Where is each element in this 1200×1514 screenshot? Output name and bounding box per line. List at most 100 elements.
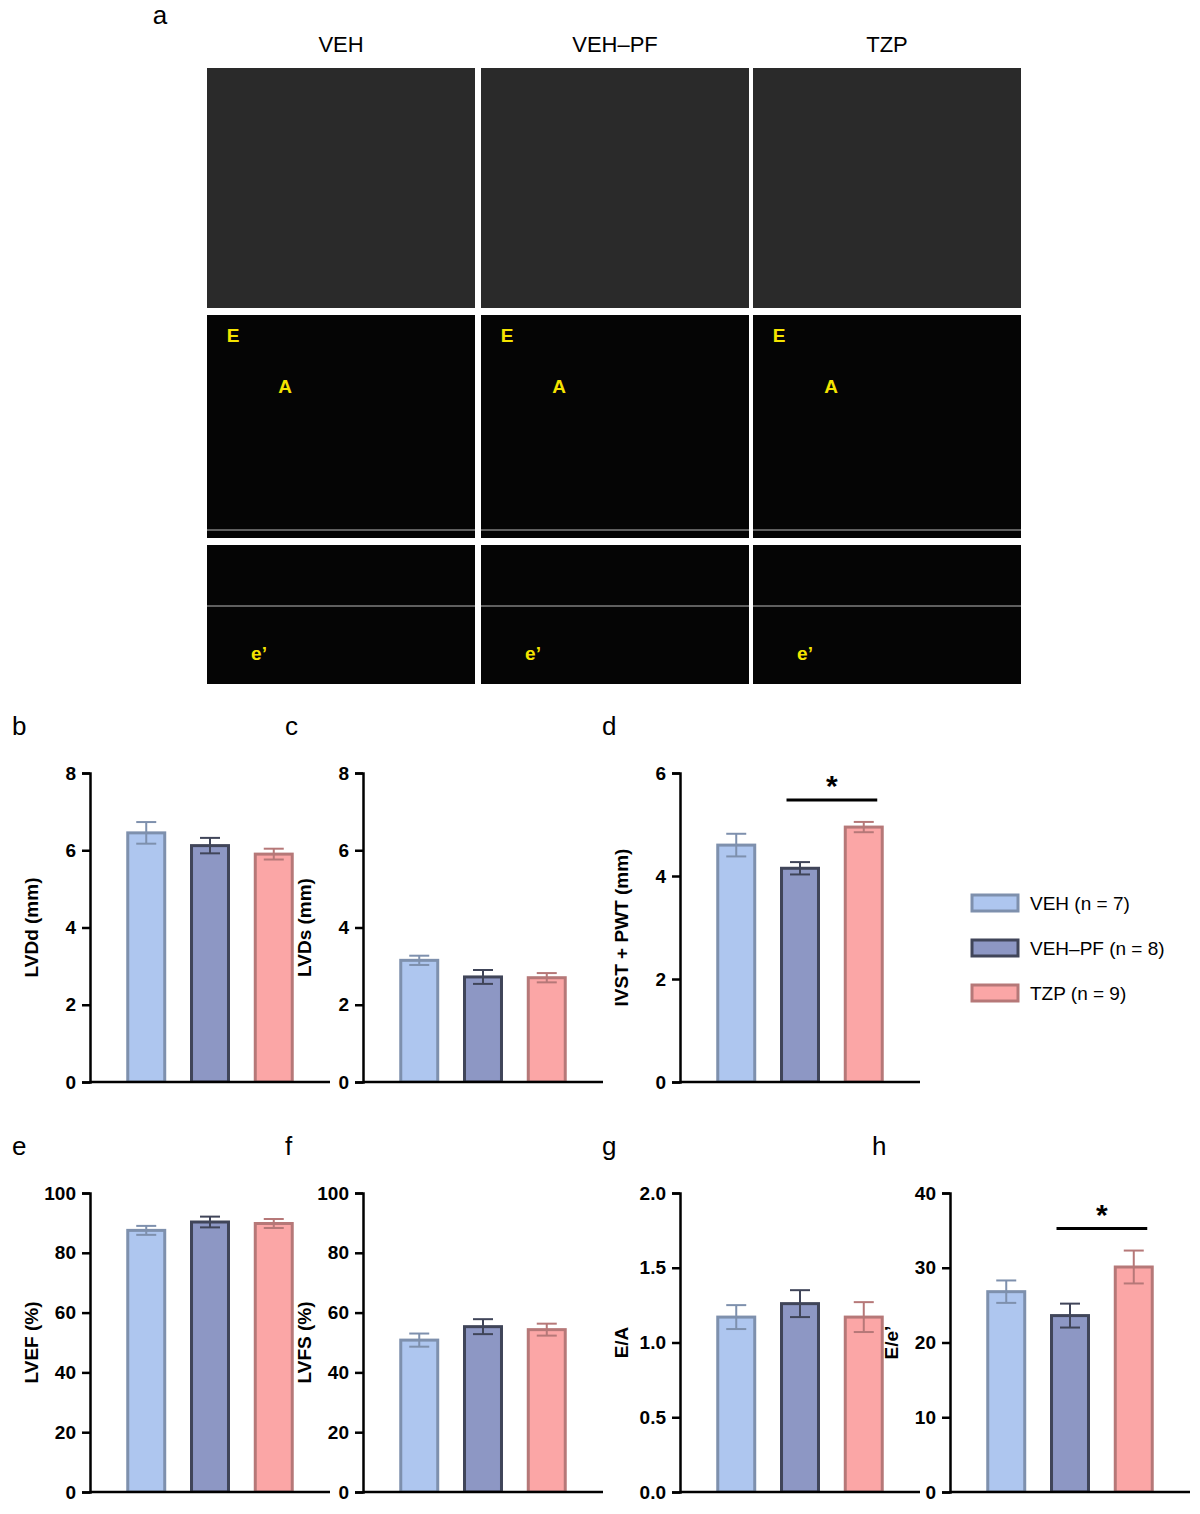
bar [782, 1304, 819, 1492]
error-cap [409, 1346, 429, 1348]
tick: 0 [925, 1482, 950, 1503]
error-stem [209, 1217, 211, 1228]
axis-line [672, 1194, 681, 1493]
x-axis-line [950, 1491, 1190, 1494]
tick-label: 6 [655, 763, 666, 784]
bar-chart: 02468LVDs (mm)c [285, 711, 603, 1093]
tick: 1.0 [640, 1332, 680, 1353]
error-stem [1133, 1251, 1135, 1284]
bar-chart: 010203040E/e’h* [872, 1131, 1190, 1503]
tick-mark [672, 1342, 680, 1345]
error-stem [418, 1334, 420, 1347]
tick: 6 [338, 840, 363, 861]
error-cap [854, 1301, 874, 1303]
error-stem [1005, 1280, 1007, 1302]
bar [1052, 1316, 1089, 1492]
legend: VEH (n = 7)VEH–PF (n = 8)TZP (n = 9) [972, 893, 1165, 1004]
error-cap [200, 1216, 220, 1218]
tick: 60 [328, 1302, 363, 1323]
image-baseline [481, 606, 749, 607]
bar [528, 1330, 565, 1492]
error-bar [409, 1334, 429, 1347]
y-axis: 020406080100 [317, 1183, 363, 1503]
image-baseline [753, 530, 1021, 531]
axis-line [355, 1194, 364, 1493]
bar [718, 1317, 755, 1492]
plot-area [128, 822, 292, 1082]
error-cap [1124, 1250, 1144, 1252]
error-bar [200, 1217, 220, 1228]
tick: 4 [338, 917, 363, 938]
tick-label: 60 [55, 1302, 76, 1323]
tick-mark [82, 1252, 90, 1255]
image-baseline [207, 606, 475, 607]
y-axis-title: E/A [611, 1326, 632, 1358]
tick: 80 [55, 1242, 90, 1263]
plot-area [401, 956, 565, 1082]
tick-label: 0.5 [640, 1407, 667, 1428]
y-axis-title: E/e’ [881, 1326, 902, 1360]
error-bar [854, 822, 874, 832]
tick-label: 0 [338, 1482, 349, 1503]
error-cap [790, 861, 810, 863]
tick: 0 [65, 1072, 90, 1093]
tick: 0 [338, 1072, 363, 1093]
legend-swatch [972, 895, 1018, 911]
bar [255, 1223, 292, 1492]
bar [128, 833, 165, 1082]
error-stem [1069, 1304, 1071, 1328]
tick: 6 [655, 763, 680, 784]
error-cap [726, 833, 746, 835]
tick-mark [82, 772, 90, 775]
y-axis-title: LVDs (mm) [294, 878, 315, 977]
bar-chart: 0246IVST + PWT (mm)d* [602, 711, 920, 1093]
bar [192, 846, 229, 1082]
image-baseline [481, 530, 749, 531]
echo-image [207, 68, 475, 308]
tick-label: 1.0 [640, 1332, 666, 1353]
legend-label: VEH (n = 7) [1030, 893, 1130, 914]
error-stem [546, 1324, 548, 1336]
legend-swatch [972, 985, 1018, 1001]
error-cap [136, 1225, 156, 1227]
error-cap [200, 1226, 220, 1228]
figure: aVEHEAe’VEH–PFEAe’TZPEAe’02468LVDd (mm)b… [0, 0, 1200, 1514]
error-cap [790, 1316, 810, 1318]
error-cap [726, 855, 746, 857]
wave-label: E [227, 325, 240, 346]
tick-label: 40 [915, 1183, 936, 1204]
y-axis: 02468 [65, 763, 90, 1093]
error-bar [264, 1219, 284, 1228]
panel-letter: d [602, 711, 616, 741]
y-axis-title: LVDd (mm) [21, 878, 42, 978]
tick-mark [672, 1081, 680, 1084]
error-bar [537, 973, 557, 982]
echo-image [481, 315, 749, 538]
tick-mark [942, 1491, 950, 1494]
legend-swatch [972, 940, 1018, 956]
error-cap [537, 981, 557, 983]
error-cap [264, 1218, 284, 1220]
plot-area [401, 1319, 565, 1492]
error-cap [409, 955, 429, 957]
x-axis-line [90, 1081, 330, 1084]
echo-image [753, 545, 1021, 684]
tick: 10 [915, 1407, 950, 1428]
tick-label: 4 [655, 866, 666, 887]
panel-letter: e [12, 1131, 26, 1161]
bar [128, 1230, 165, 1492]
legend-label: TZP (n = 9) [1030, 983, 1126, 1004]
tick: 20 [328, 1422, 363, 1443]
tick-label: 4 [65, 917, 76, 938]
y-axis-title: LVEF (%) [21, 1302, 42, 1384]
tick-mark [672, 978, 680, 981]
tick-mark [82, 1491, 90, 1494]
tick-mark [942, 1267, 950, 1270]
tick: 2.0 [640, 1183, 680, 1204]
wave-label: e’ [797, 643, 813, 664]
tick-label: 2.0 [640, 1183, 666, 1204]
image-baseline [207, 530, 475, 531]
echo-image [481, 545, 749, 684]
error-stem [735, 834, 737, 857]
error-bar [473, 970, 493, 984]
